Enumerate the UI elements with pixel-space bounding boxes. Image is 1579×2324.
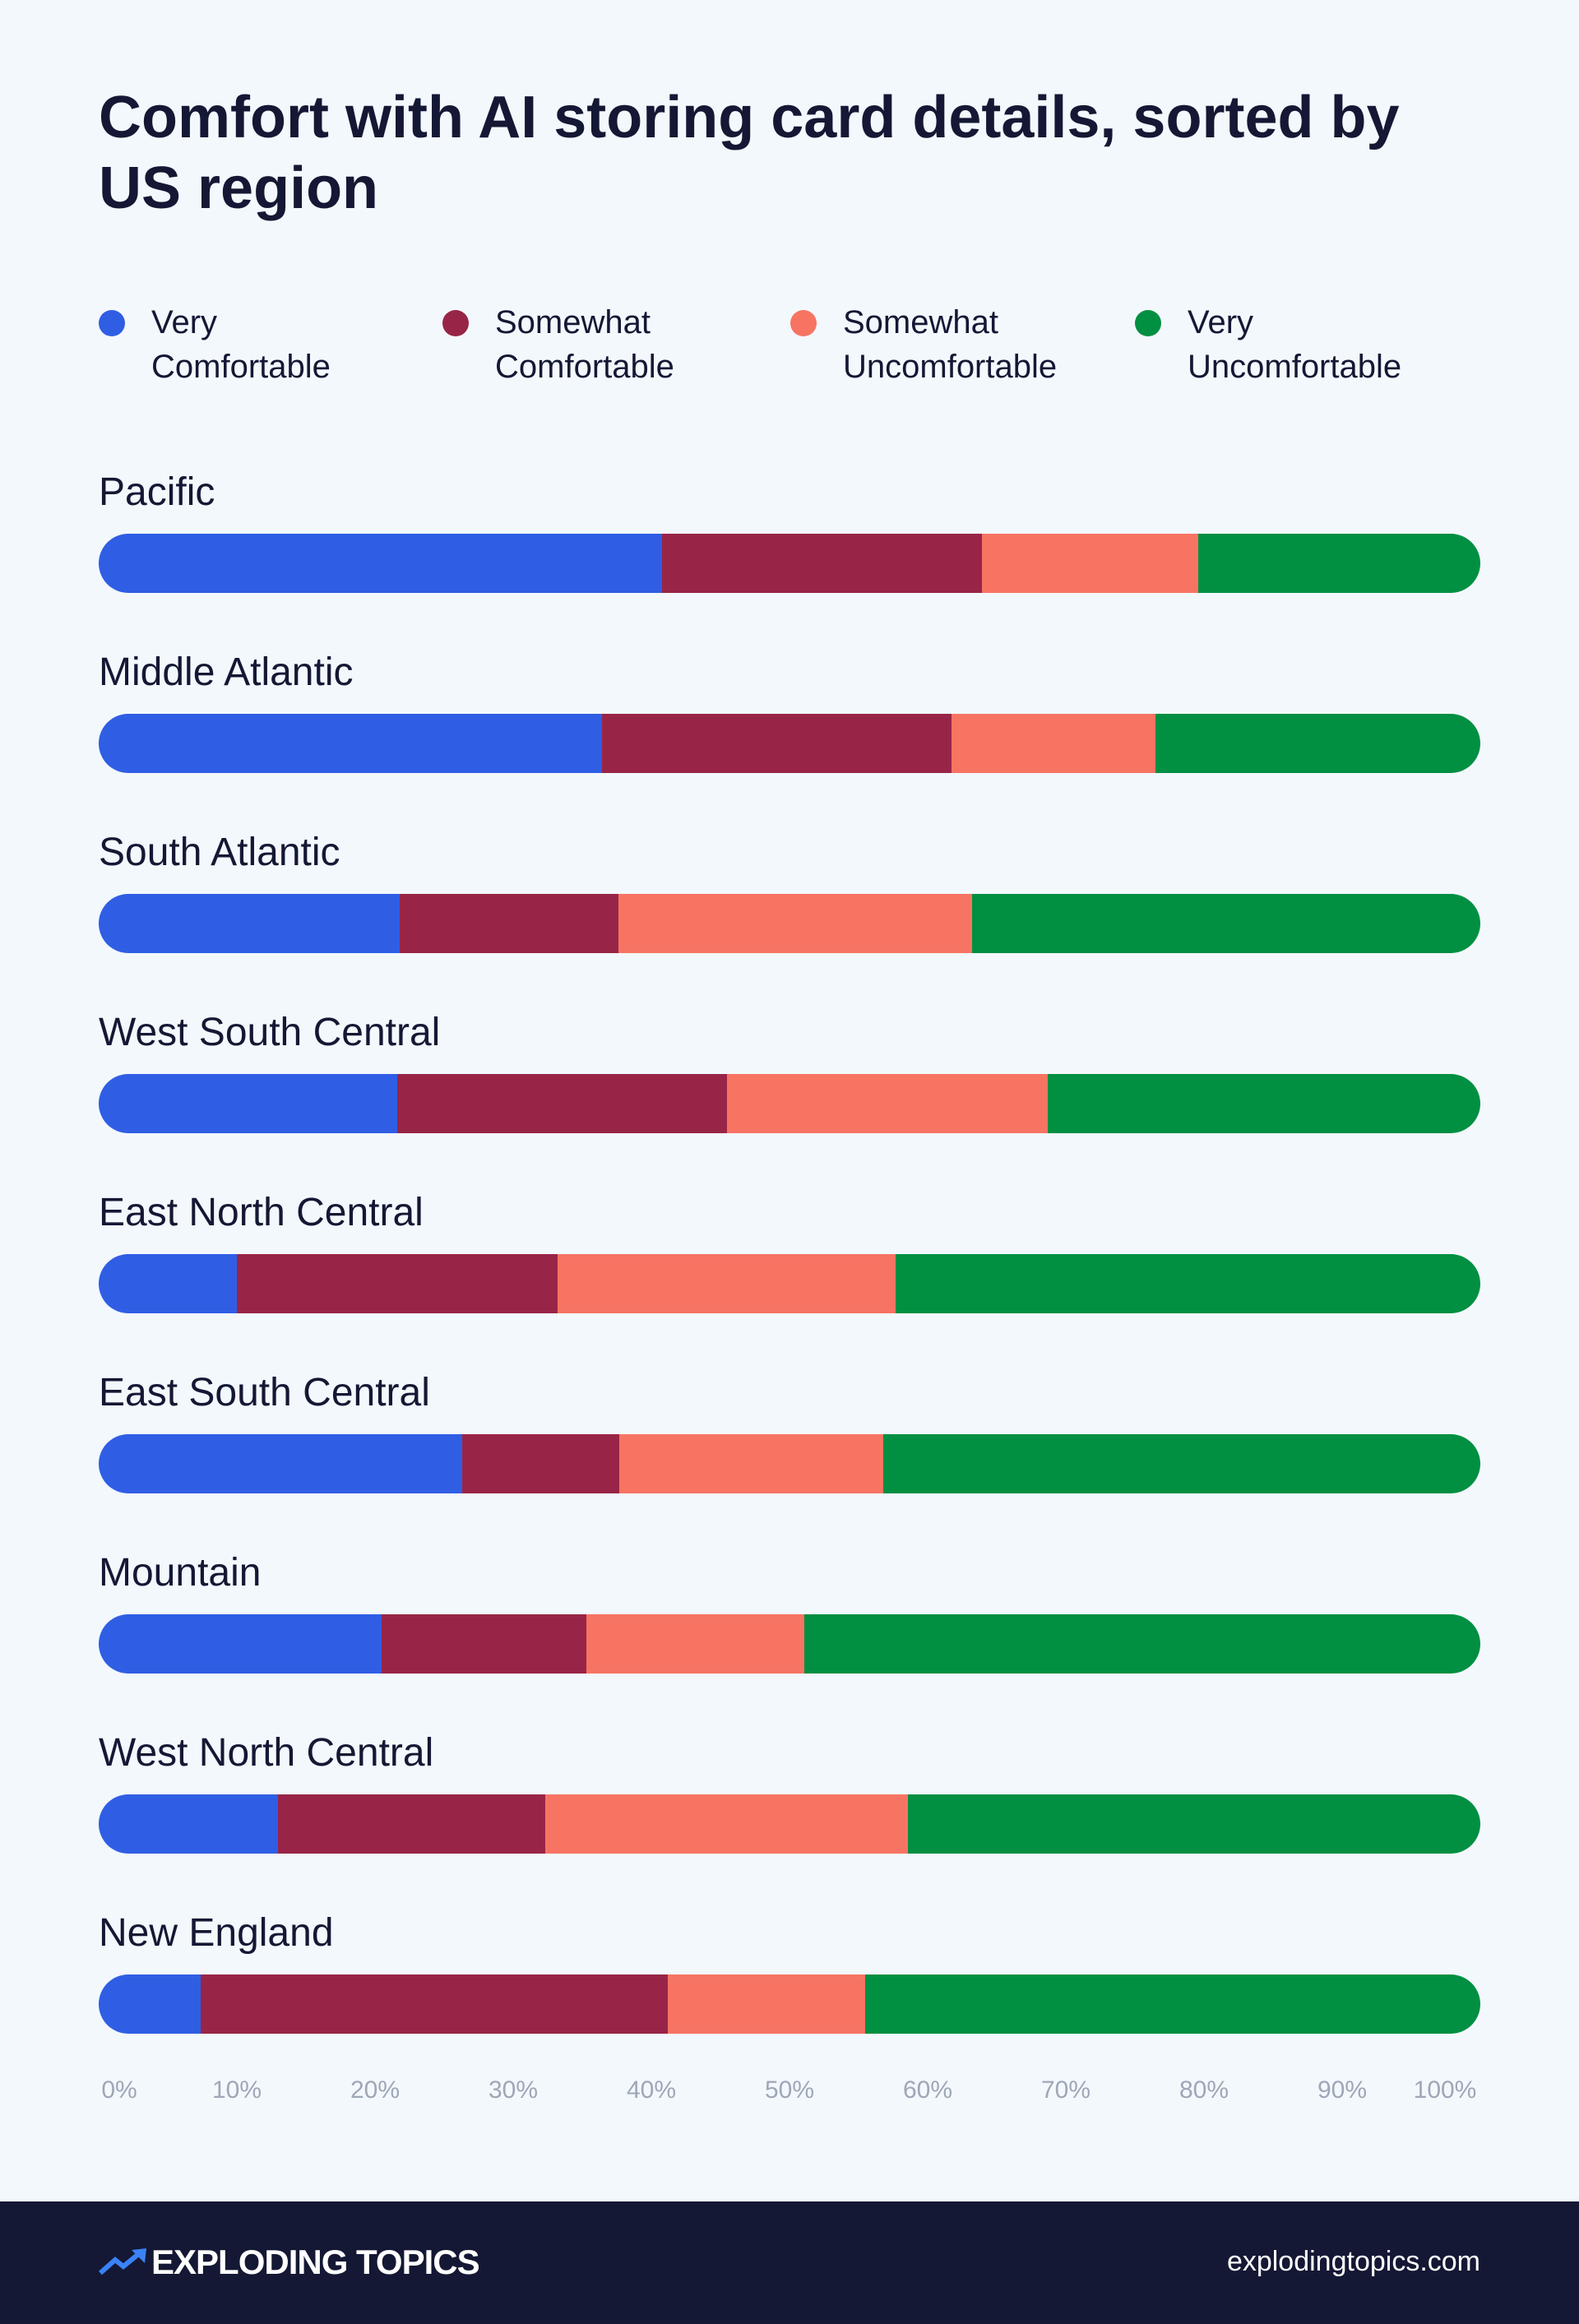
bar-segment: [99, 894, 401, 953]
legend-dot-icon: [790, 310, 817, 336]
brand-logo[interactable]: EXPLODING TOPICS: [99, 2243, 480, 2282]
bar-segment: [400, 894, 618, 953]
legend-dot-icon: [442, 310, 469, 336]
bar-segment: [99, 1974, 201, 2034]
bar-segment: [1048, 1074, 1480, 1133]
bar-segment: [865, 1974, 1480, 2034]
legend-item: Somewhat Uncomfortable: [790, 300, 1090, 389]
bar-segment: [586, 1614, 805, 1674]
bar-segment: [99, 1074, 397, 1133]
x-tick-label: 0%: [101, 2076, 137, 2104]
stacked-bar: [99, 1434, 1480, 1493]
bar-segment: [557, 1254, 896, 1313]
x-tick-label: 40%: [626, 2076, 677, 2104]
bar-segment: [1198, 534, 1480, 593]
legend-label: Very Comfortable: [151, 304, 331, 385]
legend-item: Somewhat Comfortable: [442, 300, 742, 389]
legend: Very Comfortable Somewhat Comfortable Somewh…: [99, 300, 1497, 399]
bar-segment: [278, 1794, 545, 1854]
x-tick-label: 90%: [1317, 2076, 1368, 2104]
legend-label: Somewhat Uncomfortable: [843, 304, 1058, 385]
category-label: East South Central: [99, 1371, 430, 1414]
x-tick-label: 70%: [1040, 2076, 1091, 2104]
category-label: Middle Atlantic: [99, 650, 354, 694]
bar-segment: [99, 1434, 462, 1493]
legend-dot-icon: [99, 310, 125, 336]
stacked-bar: [99, 1614, 1480, 1674]
bar-segment: [662, 534, 982, 593]
bar-segment: [896, 1254, 1480, 1313]
legend-label: Somewhat Comfortable: [495, 304, 674, 385]
bar-segment: [619, 1434, 884, 1493]
bar-segment: [99, 1794, 279, 1854]
brand-name: EXPLODING TOPICS: [151, 2243, 480, 2281]
bar-segment: [99, 1254, 237, 1313]
stacked-bar: [99, 534, 1480, 593]
bar-segment: [99, 1614, 382, 1674]
bar-segment: [382, 1614, 587, 1674]
legend-label: Very Uncomfortable: [1188, 304, 1402, 385]
x-tick-label: 100%: [1413, 2076, 1477, 2104]
bar-segment: [99, 714, 602, 773]
stacked-bar: [99, 1974, 1480, 2034]
bar-segment: [461, 1434, 620, 1493]
bar-segment: [668, 1974, 866, 2034]
x-tick-label: 20%: [350, 2076, 401, 2104]
stacked-bar: [99, 1794, 1480, 1854]
x-tick-label: 30%: [488, 2076, 539, 2104]
bar-segment: [971, 894, 1480, 953]
footer: EXPLODING TOPICS explodingtopics.com: [0, 2201, 1579, 2324]
bar-segment: [396, 1074, 728, 1133]
bar-segment: [99, 534, 663, 593]
bar-segment: [908, 1794, 1480, 1854]
bar-segment: [601, 714, 952, 773]
bar-segment: [981, 534, 1199, 593]
trending-up-icon: [99, 2248, 146, 2275]
category-label: South Atlantic: [99, 831, 340, 874]
category-label: West South Central: [99, 1011, 441, 1054]
bar-segment: [544, 1794, 909, 1854]
bar-segment: [1155, 714, 1480, 773]
chart-title: Comfort with AI storing card details, so…: [99, 85, 1400, 221]
category-label: Mountain: [99, 1551, 262, 1595]
x-tick-label: 80%: [1178, 2076, 1229, 2104]
x-tick-label: 60%: [902, 2076, 953, 2104]
x-tick-label: 50%: [764, 2076, 815, 2104]
bar-segment: [201, 1974, 669, 2034]
legend-dot-icon: [1135, 310, 1161, 336]
stacked-bar: [99, 1074, 1480, 1133]
bar-segment: [883, 1434, 1480, 1493]
x-tick-label: 10%: [211, 2076, 262, 2104]
legend-item: Very Uncomfortable: [1135, 300, 1434, 389]
category-label: New England: [99, 1911, 334, 1955]
bar-segment: [951, 714, 1156, 773]
stacked-bar: [99, 894, 1480, 953]
bar-segment: [727, 1074, 1049, 1133]
category-label: East North Central: [99, 1191, 424, 1234]
stacked-bar: [99, 714, 1480, 773]
category-label: Pacific: [99, 470, 215, 514]
bar-segment: [237, 1254, 558, 1313]
bar-segment: [804, 1614, 1480, 1674]
site-link[interactable]: explodingtopics.com: [1226, 2246, 1480, 2277]
bar-segment: [618, 894, 972, 953]
category-label: West North Central: [99, 1731, 434, 1775]
stacked-bar: [99, 1254, 1480, 1313]
legend-item: Very Comfortable: [99, 300, 398, 389]
